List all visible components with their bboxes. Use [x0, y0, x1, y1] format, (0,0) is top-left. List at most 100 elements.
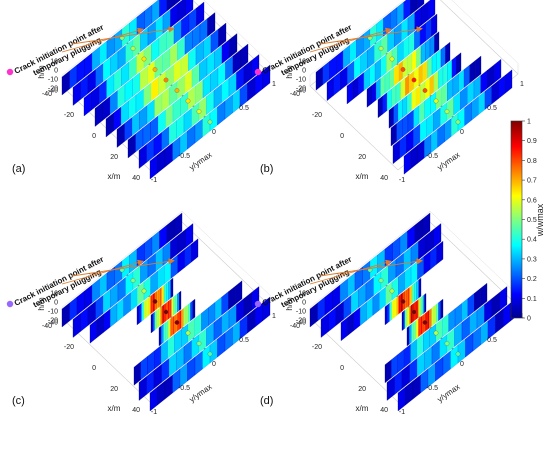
fracture-segment [447, 59, 453, 82]
y-tick-label: -0.5 [426, 385, 438, 392]
fracture-segment [150, 270, 158, 295]
fracture-segment [415, 300, 418, 321]
fracture-segment [441, 82, 448, 106]
fracture-segment [480, 282, 488, 307]
colorbar-tick-label: 0.5 [527, 217, 537, 224]
fracture-segment [240, 43, 249, 69]
fracture-segment [425, 38, 431, 61]
fracture-segment [384, 304, 388, 326]
x-tick-label: 20 [358, 154, 366, 161]
fracture-segment [353, 307, 361, 331]
fracture-segment [123, 292, 131, 317]
fracture-segment [423, 328, 430, 353]
fracture-segment [349, 39, 357, 64]
fracture-plane [377, 41, 451, 119]
fracture-segment [402, 95, 408, 118]
crack-point [378, 278, 384, 283]
fracture-segment [471, 96, 479, 121]
x-axis-label: x/m [356, 404, 369, 413]
fracture-segment [190, 300, 193, 322]
crack-point [422, 88, 428, 93]
crack-point [174, 320, 180, 325]
fracture-segment [175, 293, 178, 314]
fracture-segment [346, 81, 353, 105]
colorbar-tick-label: 0.7 [527, 178, 537, 185]
fracture-plane [384, 282, 488, 384]
fracture-segment [499, 286, 508, 311]
fracture-segment [395, 81, 401, 104]
crack-point [196, 109, 202, 114]
fracture-segment [366, 85, 372, 108]
fracture-segment [141, 301, 144, 322]
fracture-segment [434, 31, 440, 54]
fracture-segment [411, 49, 417, 72]
fracture-segment [152, 311, 155, 332]
x-tick-label: -40 [290, 91, 300, 98]
fracture-segment [427, 56, 433, 79]
fracture-plane [390, 55, 482, 147]
fracture-plane [150, 290, 182, 334]
h-tick-label: -40 [48, 320, 58, 327]
fracture-segment [168, 279, 171, 301]
x-tick-label: -20 [64, 112, 74, 119]
fracture-segment [442, 313, 449, 338]
fracture-segment [167, 334, 175, 359]
fracture-segment [352, 76, 359, 100]
fracture-segment [403, 150, 411, 175]
fracture-segment [436, 302, 439, 323]
y-axis-label: y/ymax [436, 382, 462, 404]
fracture-segment [185, 0, 194, 16]
crack-point [378, 46, 384, 51]
fracture-segment [414, 281, 417, 302]
fracture-segment [390, 7, 398, 32]
fracture-segment [161, 284, 165, 306]
fracture-segment [460, 85, 468, 111]
x-tick-label: 0 [340, 365, 344, 372]
fracture-segment [342, 44, 350, 69]
fracture-segment [474, 287, 481, 312]
fracture-segment [402, 114, 409, 138]
fracture-segment [322, 61, 330, 86]
fracture-plane [401, 293, 427, 331]
fracture-segment [174, 329, 182, 354]
crack-point [433, 98, 439, 104]
x-tick-label: 0 [340, 133, 344, 140]
fracture-segment [414, 6, 422, 31]
h-axis-label: h/m [37, 65, 46, 79]
fracture-segment [447, 78, 454, 102]
fracture-segment [392, 139, 400, 165]
fracture-plane [83, 1, 205, 117]
fracture-segment [431, 13, 438, 37]
fracture-segment [188, 302, 191, 323]
fracture-segment [396, 1, 404, 26]
fracture-segment [406, 325, 410, 347]
x-tick-label: 20 [358, 386, 366, 393]
fracture-segment [430, 245, 437, 270]
fracture-segment [145, 297, 149, 319]
fracture-plane [320, 223, 442, 338]
fracture-segment [424, 293, 427, 313]
y-tick-label: 0 [212, 361, 216, 368]
fracture-segment [329, 55, 337, 80]
fracture-segment [157, 288, 160, 310]
fracture-segment [170, 254, 178, 279]
y-tick-label: 0 [212, 129, 216, 136]
fracture-segment [388, 106, 394, 129]
fracture-segment [172, 314, 175, 336]
h-tick-label: -10 [48, 77, 58, 84]
fracture-segment [181, 307, 184, 329]
fracture-segment [394, 22, 402, 48]
colorbar-tick-label: 0.9 [527, 138, 537, 145]
crack-point [422, 320, 428, 325]
fracture-segment [453, 91, 461, 116]
colorbar-tick-label: 0.2 [527, 276, 537, 283]
crack-point [152, 67, 158, 72]
fracture-segment [409, 284, 413, 306]
x-tick-label: 40 [380, 175, 388, 182]
fracture-segment [103, 308, 111, 333]
h-tick-label: 10 [50, 59, 58, 66]
h-tick-label: -20 [296, 86, 306, 93]
fracture-segment [431, 52, 437, 75]
fracture-segment [363, 28, 371, 53]
